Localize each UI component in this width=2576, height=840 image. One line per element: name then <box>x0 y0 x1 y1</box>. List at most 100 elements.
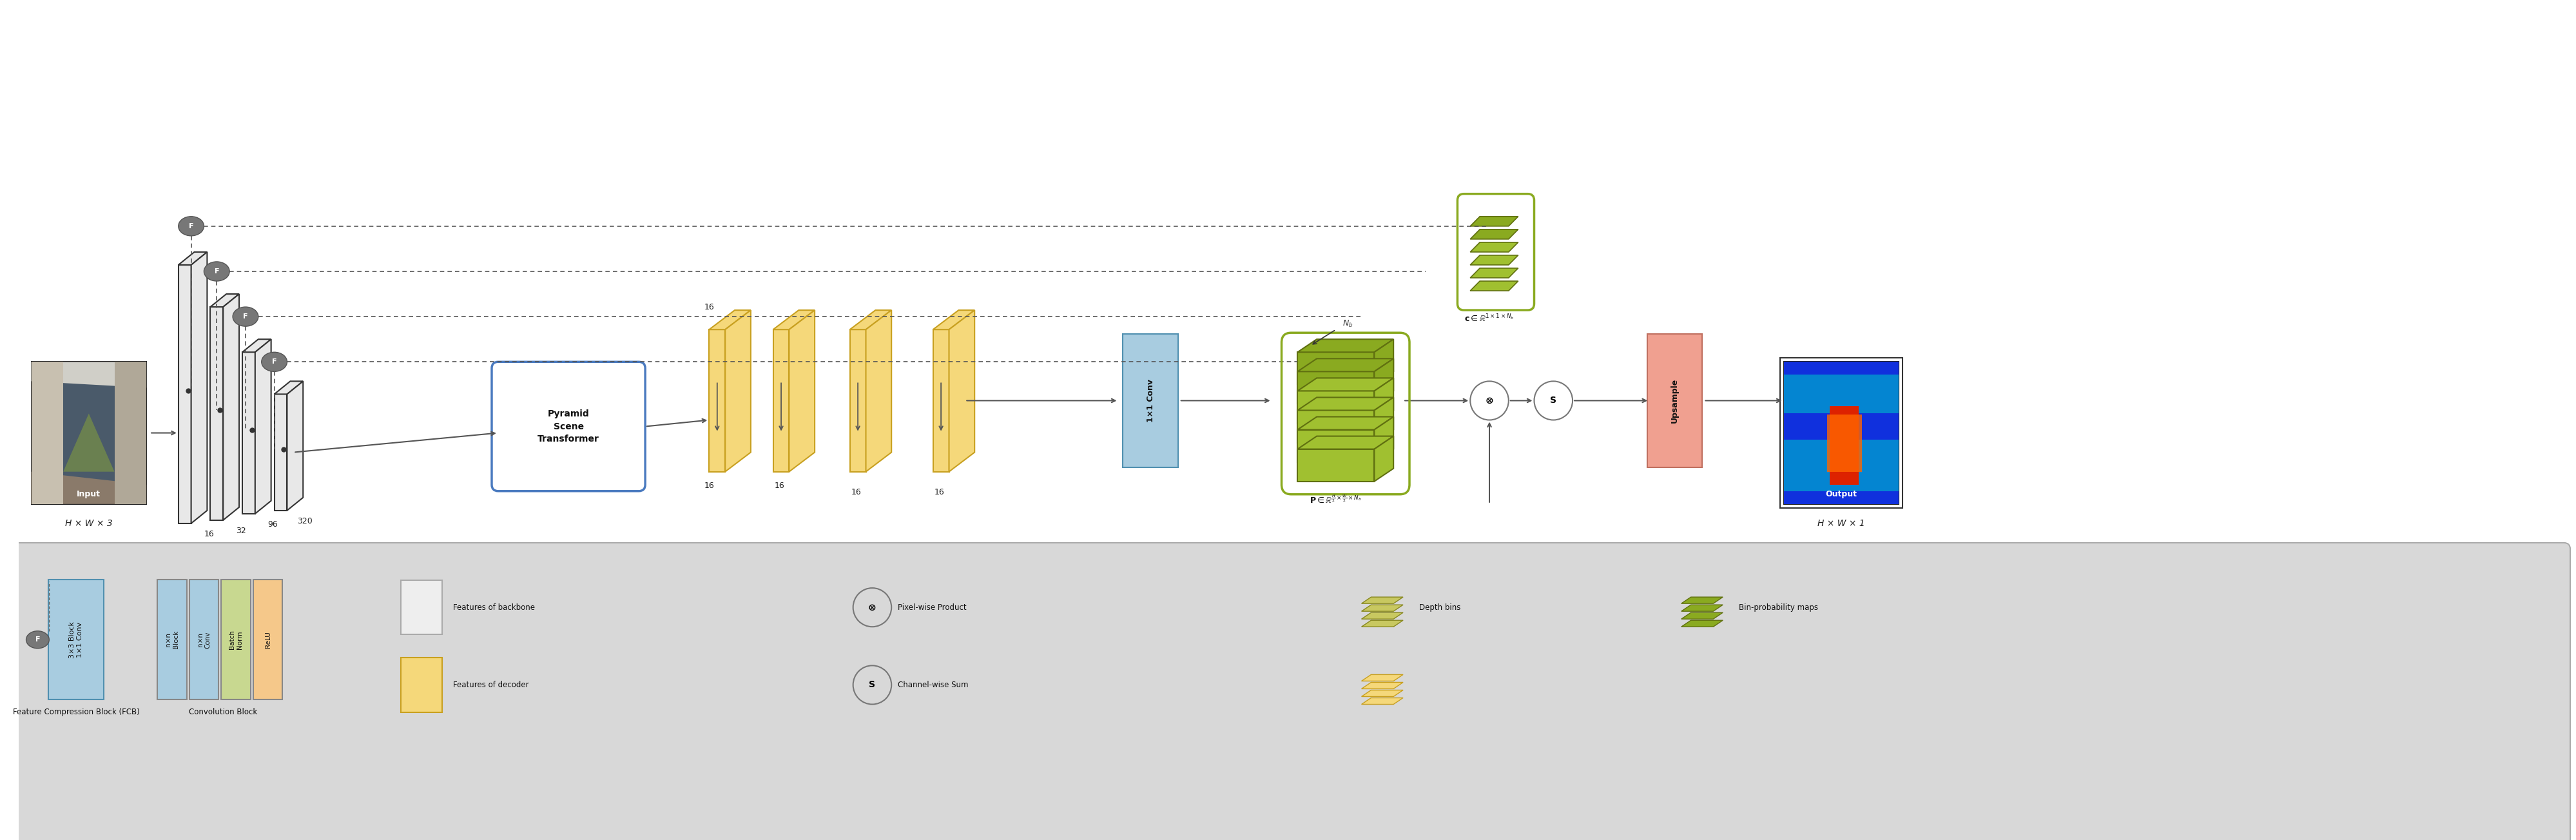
Text: F: F <box>36 637 41 643</box>
FancyBboxPatch shape <box>157 580 185 700</box>
Polygon shape <box>31 362 147 388</box>
FancyBboxPatch shape <box>492 362 644 491</box>
Polygon shape <box>1360 698 1404 704</box>
Polygon shape <box>1298 410 1373 443</box>
FancyBboxPatch shape <box>13 543 2571 840</box>
Polygon shape <box>1682 612 1723 619</box>
Polygon shape <box>708 329 724 472</box>
Text: Bin-probability maps: Bin-probability maps <box>1739 603 1819 612</box>
Polygon shape <box>273 394 286 511</box>
FancyBboxPatch shape <box>402 580 440 634</box>
Text: Pixel-wise Product: Pixel-wise Product <box>896 603 966 612</box>
Ellipse shape <box>204 262 229 281</box>
Text: ⊗: ⊗ <box>1484 396 1494 406</box>
Polygon shape <box>191 252 206 523</box>
FancyBboxPatch shape <box>31 362 147 504</box>
Polygon shape <box>1471 255 1517 265</box>
Polygon shape <box>1298 371 1373 404</box>
Polygon shape <box>211 307 224 520</box>
Text: Features of decoder: Features of decoder <box>453 680 528 689</box>
Text: ReLU: ReLU <box>265 632 270 648</box>
Polygon shape <box>1471 242 1517 252</box>
Bar <box>1783 375 1899 413</box>
Text: Convolution Block: Convolution Block <box>188 707 258 716</box>
Ellipse shape <box>232 307 258 326</box>
Text: Upsample: Upsample <box>1669 378 1680 423</box>
Text: F: F <box>214 268 219 275</box>
Text: $N_b$: $N_b$ <box>1342 319 1352 329</box>
Polygon shape <box>1373 378 1394 423</box>
Ellipse shape <box>178 217 204 236</box>
Polygon shape <box>178 252 206 265</box>
FancyBboxPatch shape <box>1123 334 1177 467</box>
Text: Input: Input <box>77 490 100 498</box>
Text: H × W × 1: H × W × 1 <box>1816 519 1865 528</box>
FancyBboxPatch shape <box>1646 334 1703 467</box>
Text: ⊗: ⊗ <box>868 602 876 612</box>
Text: S: S <box>868 680 876 690</box>
Text: F: F <box>242 313 247 320</box>
Polygon shape <box>933 329 948 472</box>
Polygon shape <box>224 294 240 520</box>
FancyBboxPatch shape <box>188 580 219 700</box>
Text: H × W × 3: H × W × 3 <box>64 519 113 528</box>
FancyBboxPatch shape <box>222 580 250 700</box>
Polygon shape <box>1298 378 1394 391</box>
Polygon shape <box>1682 605 1723 612</box>
Polygon shape <box>1298 436 1394 449</box>
Text: n×n
Block: n×n Block <box>165 631 178 648</box>
Polygon shape <box>1298 397 1394 410</box>
Polygon shape <box>211 294 240 307</box>
Bar <box>1829 407 1857 485</box>
Text: 3×3 Block
1×1 Conv: 3×3 Block 1×1 Conv <box>70 622 82 658</box>
FancyBboxPatch shape <box>49 580 103 700</box>
Polygon shape <box>273 381 304 394</box>
Polygon shape <box>1360 620 1404 627</box>
Polygon shape <box>1682 620 1723 627</box>
Text: S: S <box>1551 396 1556 405</box>
Polygon shape <box>1360 675 1404 681</box>
Text: 16: 16 <box>703 302 714 311</box>
Polygon shape <box>178 265 191 523</box>
Polygon shape <box>1298 449 1373 481</box>
Text: Feature Compression Block (FCB): Feature Compression Block (FCB) <box>13 707 139 716</box>
Polygon shape <box>724 310 750 472</box>
Ellipse shape <box>260 352 286 371</box>
Text: 96: 96 <box>268 520 278 528</box>
Text: 16: 16 <box>850 488 860 496</box>
Text: 16: 16 <box>204 530 214 538</box>
Text: Channel-wise Sum: Channel-wise Sum <box>896 680 969 689</box>
Polygon shape <box>255 339 270 514</box>
Polygon shape <box>850 310 891 329</box>
Polygon shape <box>773 329 788 472</box>
Polygon shape <box>1373 359 1394 404</box>
Polygon shape <box>1471 268 1517 278</box>
Text: Depth bins: Depth bins <box>1419 603 1461 612</box>
Polygon shape <box>1373 339 1394 385</box>
FancyBboxPatch shape <box>1783 362 1899 504</box>
Polygon shape <box>1360 612 1404 619</box>
Polygon shape <box>850 329 866 472</box>
Polygon shape <box>933 310 974 329</box>
Polygon shape <box>1471 217 1517 226</box>
Bar <box>1826 415 1862 472</box>
Text: 1×1 Conv: 1×1 Conv <box>1146 379 1154 423</box>
Polygon shape <box>1360 682 1404 689</box>
Bar <box>1783 439 1899 491</box>
Polygon shape <box>1298 339 1394 352</box>
Polygon shape <box>1298 417 1394 430</box>
Text: $\mathbf{P} \in \mathbb{R}^{\frac{H}{2}\times\frac{W}{2}\times N_b}$: $\mathbf{P} \in \mathbb{R}^{\frac{H}{2}\… <box>1309 494 1363 506</box>
Polygon shape <box>948 310 974 472</box>
Polygon shape <box>242 339 270 352</box>
Bar <box>1783 362 1899 504</box>
Text: F: F <box>273 359 276 365</box>
Text: $\mathbf{c} \in \mathbb{R}^{1\times 1\times N_b}$: $\mathbf{c} \in \mathbb{R}^{1\times 1\ti… <box>1463 313 1515 324</box>
Polygon shape <box>113 362 147 504</box>
Polygon shape <box>64 413 113 472</box>
Polygon shape <box>286 381 304 511</box>
Polygon shape <box>866 310 891 472</box>
Text: 16: 16 <box>775 481 786 490</box>
Polygon shape <box>1298 391 1373 423</box>
Ellipse shape <box>26 631 49 648</box>
Text: Output: Output <box>1824 490 1857 498</box>
